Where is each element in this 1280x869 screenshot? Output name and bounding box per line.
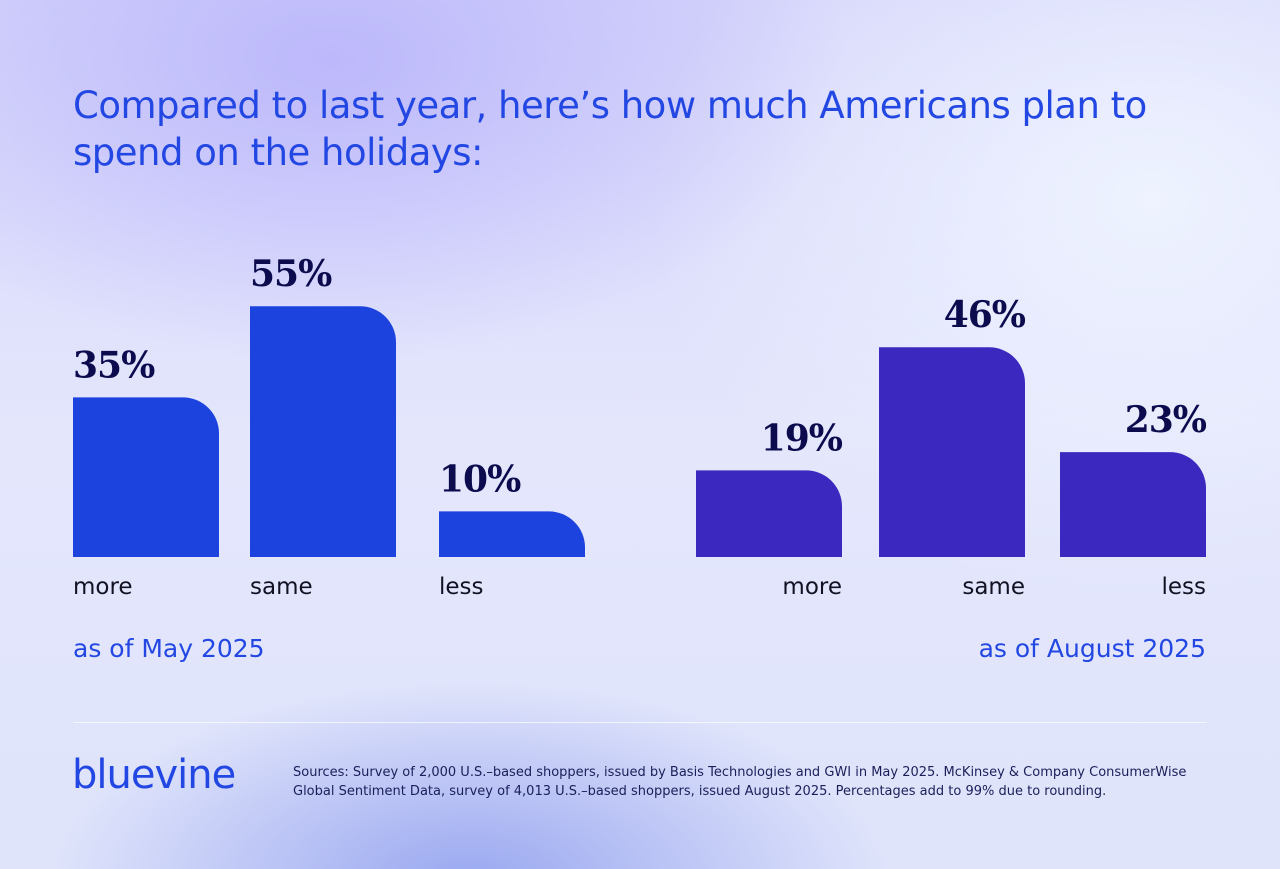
category-label: less: [1161, 574, 1206, 600]
august-2025-caption: as of August 2025: [978, 634, 1206, 663]
bar-0-same: [250, 306, 396, 557]
bar-1-less: [1060, 452, 1206, 557]
bar-1-more: [696, 470, 842, 557]
chart-title: Compared to last year, here’s how much A…: [73, 84, 1147, 174]
value-label: 19%: [761, 417, 843, 459]
category-label: more: [782, 574, 842, 600]
value-label: 35%: [73, 344, 155, 386]
category-label: more: [73, 574, 133, 600]
bar-1-same: [879, 347, 1025, 557]
value-label: 46%: [944, 294, 1026, 336]
sources-note: Sources: Survey of 2,000 U.S.–based shop…: [293, 765, 1187, 799]
value-label: 23%: [1125, 399, 1207, 441]
divider: [73, 722, 1207, 723]
bar-0-less: [439, 511, 585, 557]
category-label: same: [962, 574, 1025, 600]
value-label: 55%: [250, 253, 332, 295]
bluevine-logo: bluevine: [72, 752, 236, 798]
bar-0-more: [73, 397, 219, 557]
value-label: 10%: [439, 458, 521, 500]
category-label: same: [250, 574, 313, 600]
category-label: less: [439, 574, 484, 600]
may-2025-caption: as of May 2025: [73, 634, 265, 663]
